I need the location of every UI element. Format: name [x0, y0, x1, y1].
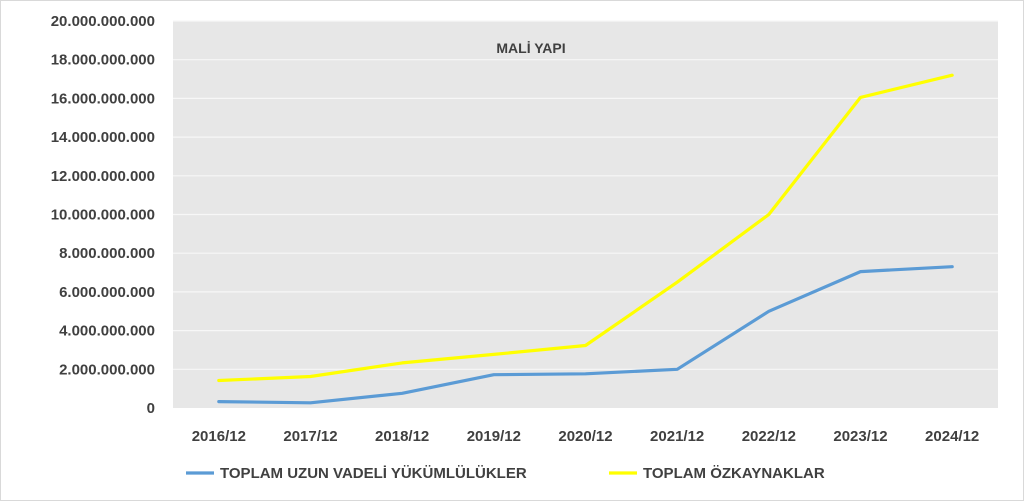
y-tick-label: 4.000.000.000 [59, 323, 155, 340]
legend-label: TOPLAM ÖZKAYNAKLAR [643, 465, 825, 482]
y-tick-label: 16.000.000.000 [51, 90, 155, 107]
legend-item-1: TOPLAM UZUN VADELİ YÜKÜMLÜLÜKLER [186, 465, 527, 482]
chart-title: MALİ YAPI [496, 40, 565, 56]
gridlines [173, 20, 998, 370]
x-tick-label: 2019/12 [467, 428, 521, 445]
x-tick-label: 2020/12 [558, 428, 612, 445]
x-tick-label: 2016/12 [192, 428, 246, 445]
legend-item-2: TOPLAM ÖZKAYNAKLAR [609, 465, 825, 482]
x-tick-label: 2022/12 [742, 428, 796, 445]
y-tick-label: 14.000.000.000 [51, 129, 155, 146]
y-axis-tick-labels: 0 2.000.000.000 4.000.000.000 6.000.000.000… [51, 13, 155, 417]
series-lines [217, 73, 954, 405]
x-tick-label: 2017/12 [283, 428, 337, 445]
y-tick-label: 20.000.000.000 [51, 13, 155, 30]
x-tick-label: 2018/12 [375, 428, 429, 445]
y-tick-label: 2.000.000.000 [59, 361, 155, 378]
y-tick-label: 10.000.000.000 [51, 207, 155, 224]
series-line-1 [217, 265, 954, 405]
y-tick-label: 8.000.000.000 [59, 245, 155, 262]
x-tick-label: 2024/12 [925, 428, 979, 445]
legend: TOPLAM UZUN VADELİ YÜKÜMLÜLÜKLER TOPLAM Ö… [186, 465, 825, 482]
x-tick-label: 2021/12 [650, 428, 704, 445]
y-tick-label: 6.000.000.000 [59, 284, 155, 301]
y-tick-label: 0 [147, 400, 155, 417]
x-tick-label: 2023/12 [833, 428, 887, 445]
legend-label: TOPLAM UZUN VADELİ YÜKÜMLÜLÜKLER [220, 465, 527, 482]
series-line-2 [217, 73, 954, 383]
y-tick-label: 12.000.000.000 [51, 168, 155, 185]
x-axis-tick-labels: 2016/12 2017/12 2018/12 2019/12 2020/12 2021/… [192, 428, 980, 445]
y-tick-label: 18.000.000.000 [51, 52, 155, 69]
